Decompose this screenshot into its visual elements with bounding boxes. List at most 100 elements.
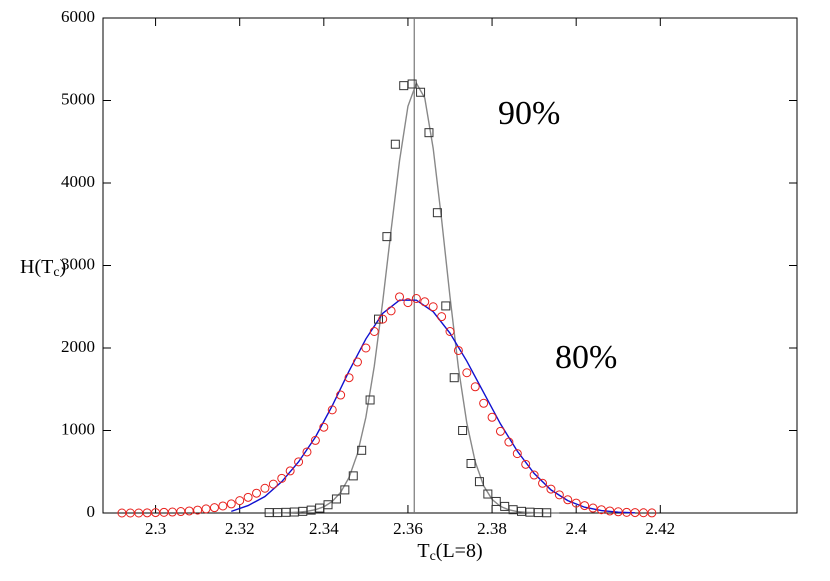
circle-marker [327,405,337,415]
square-marker [466,459,476,468]
circle-marker [554,490,564,500]
circle-marker [571,498,581,508]
fit-curve [231,299,636,514]
circle-marker [336,390,346,400]
circle-marker [521,459,531,469]
square-marker [340,485,350,495]
y-tick-label: 3000 [61,254,95,273]
circle-marker [268,479,278,489]
y-tick-label: 6000 [61,7,95,26]
circle-marker [588,503,598,513]
circle-marker [546,484,556,494]
x-label-sub: c [430,549,436,564]
square-marker [542,508,552,518]
circle-marker [378,314,388,324]
fit-curve [264,81,560,514]
circle-marker [445,327,455,336]
circle-marker [201,504,211,514]
circle-marker [294,457,304,467]
circle-marker [647,508,657,518]
circle-marker [453,345,463,355]
circle-marker [529,470,539,480]
circle-marker [344,373,354,383]
annotation: 90% [498,95,560,132]
circle-marker [193,505,203,515]
x-tick-label: 2.32 [225,519,255,538]
circle-marker [209,503,219,513]
circle-marker [512,449,522,459]
x-tick-label: 2.38 [477,519,507,538]
square-marker [449,373,459,383]
y-tick-label: 2000 [61,337,95,356]
plot-frame [102,17,798,514]
circle-marker [420,297,430,307]
square-marker [331,494,341,504]
y-tick-label: 0 [87,502,96,521]
circle-marker [411,294,421,303]
circle-marker [596,505,606,515]
x-tick-label: 2.3 [145,519,166,538]
circle-marker [563,495,573,505]
circle-marker [252,488,262,498]
square-marker [373,314,383,324]
circle-marker [285,466,295,476]
circle-marker [277,473,287,483]
circle-marker [319,422,329,432]
square-marker [483,489,493,499]
square-marker [357,445,367,455]
x-label-part: (L=8) [436,540,483,562]
circle-marker [395,292,405,302]
circle-marker [167,507,177,517]
circle-marker [487,412,497,422]
circle-marker [403,298,413,308]
circle-marker [159,507,169,517]
x-label-part: T [417,540,429,562]
circle-marker [235,496,245,506]
circle-marker [470,382,480,392]
circle-marker [184,506,194,516]
y-tick-label: 4000 [61,172,95,191]
square-marker [458,426,468,435]
x-tick-label: 2.34 [309,519,339,538]
square-marker [365,395,375,405]
circle-marker [479,398,489,408]
square-marker [323,500,333,510]
x-tick-label: 2.36 [393,519,423,538]
circle-marker [580,501,590,511]
circle-marker [504,437,514,447]
square-marker [416,87,426,97]
circle-marker [386,306,396,316]
circle-marker [495,426,505,436]
square-marker [382,232,392,242]
circle-marker [369,327,379,336]
y-label-part: H(T [20,256,53,278]
square-marker [474,477,484,487]
square-marker [348,471,358,481]
circle-marker [260,483,270,493]
y-label-sub: c [53,265,59,280]
square-marker [407,79,417,89]
circle-marker [361,343,371,353]
circle-marker [243,492,253,502]
circle-marker [218,501,228,511]
x-tick-label: 2.42 [645,519,675,538]
x-tick-label: 2.4 [566,519,588,538]
circle-marker [428,302,438,312]
circle-marker [437,312,447,322]
y-axis-label: H(Tc) [20,256,66,281]
square-marker [424,128,434,138]
square-marker [390,139,400,149]
circle-marker [226,499,236,509]
square-marker [441,301,451,311]
circle-marker [176,507,186,517]
circle-marker [352,357,362,367]
circle-marker [462,368,472,378]
y-tick-label: 1000 [61,419,95,438]
y-tick-label: 5000 [61,89,95,108]
annotation: 80% [555,339,617,376]
circle-marker [302,447,312,457]
square-marker [491,496,501,506]
x-axis-label: Tc(L=8) [417,540,482,565]
square-marker [399,81,409,91]
